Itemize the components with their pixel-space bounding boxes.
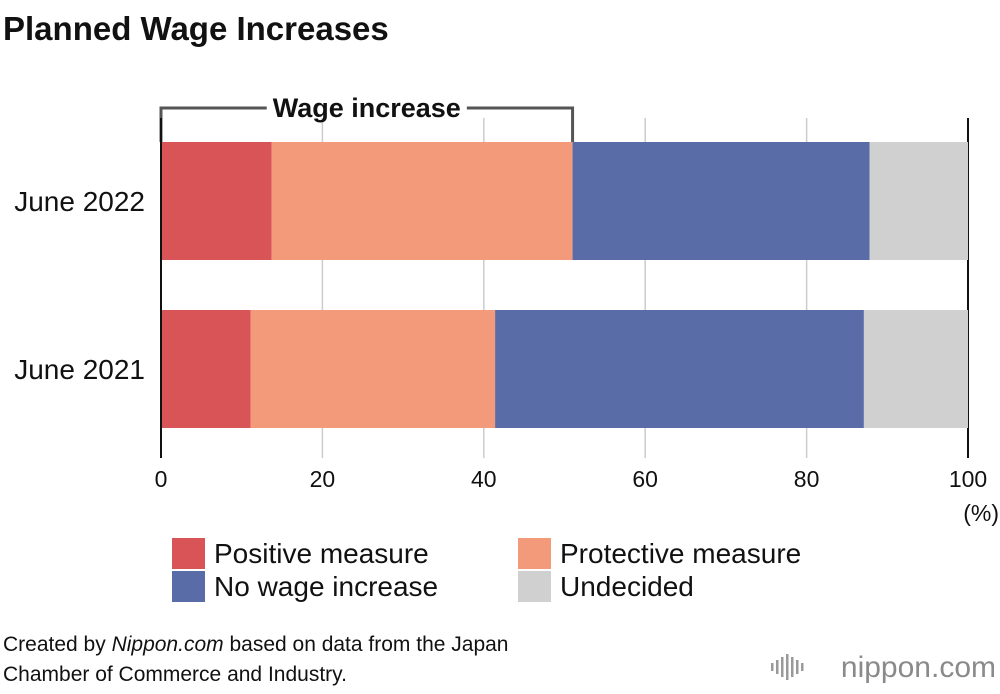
x-tick-label: 60 — [632, 466, 658, 492]
legend-swatch — [172, 571, 205, 602]
nippon-logo: nippon.com — [771, 651, 996, 684]
legend-label: No wage increase — [214, 571, 438, 602]
bar-segment — [271, 142, 573, 260]
legend-swatch — [172, 538, 205, 569]
legend-swatch — [518, 571, 551, 602]
category-label: June 2022 — [14, 186, 145, 217]
source-line-1: Created by Nippon.com based on data from… — [3, 633, 509, 656]
wave-bar — [786, 654, 789, 680]
x-tick-labels: 0 20 40 60 80 100 — [155, 466, 988, 492]
x-tick-label: 80 — [794, 466, 820, 492]
category-label: June 2021 — [14, 354, 145, 385]
legend-label: Protective measure — [560, 538, 801, 569]
wave-bar — [791, 657, 794, 677]
source-publisher: Nippon.com — [112, 633, 224, 656]
sound-wave-icon — [771, 654, 804, 680]
wage-increase-bracket: Wage increase — [159, 93, 575, 142]
source-suffix: based on data from the Japan — [224, 633, 509, 656]
x-tick-label: 40 — [471, 466, 497, 492]
bar-segment — [572, 142, 870, 260]
source-line-2: Chamber of Commerce and Industry. — [3, 663, 347, 686]
wave-bar — [781, 657, 784, 677]
x-unit-label: (%) — [963, 500, 999, 526]
wave-bar — [801, 663, 804, 671]
legend-swatch — [518, 538, 551, 569]
bar-segment — [161, 142, 272, 260]
bar-segment — [250, 310, 496, 428]
logo-text: nippon.com — [841, 651, 996, 684]
wave-bar — [796, 660, 799, 674]
x-tick-label: 20 — [310, 466, 336, 492]
bar-segment — [495, 310, 864, 428]
wave-bar — [771, 663, 774, 671]
chart-title: Planned Wage Increases — [3, 10, 389, 47]
x-tick-label: 100 — [949, 466, 987, 492]
legend-label: Undecided — [560, 571, 694, 602]
category-labels: June 2022 June 2021 — [14, 186, 145, 385]
bar-segment — [161, 310, 251, 428]
bar-segment — [863, 310, 968, 428]
bracket-label: Wage increase — [273, 93, 461, 123]
source-prefix: Created by — [3, 633, 112, 656]
legend-label: Positive measure — [214, 538, 429, 569]
legend: Positive measure Protective measure No wag… — [172, 538, 801, 602]
bar-segment — [869, 142, 968, 260]
x-tick-label: 0 — [155, 466, 168, 492]
bars — [161, 142, 968, 428]
wave-bar — [776, 660, 779, 674]
